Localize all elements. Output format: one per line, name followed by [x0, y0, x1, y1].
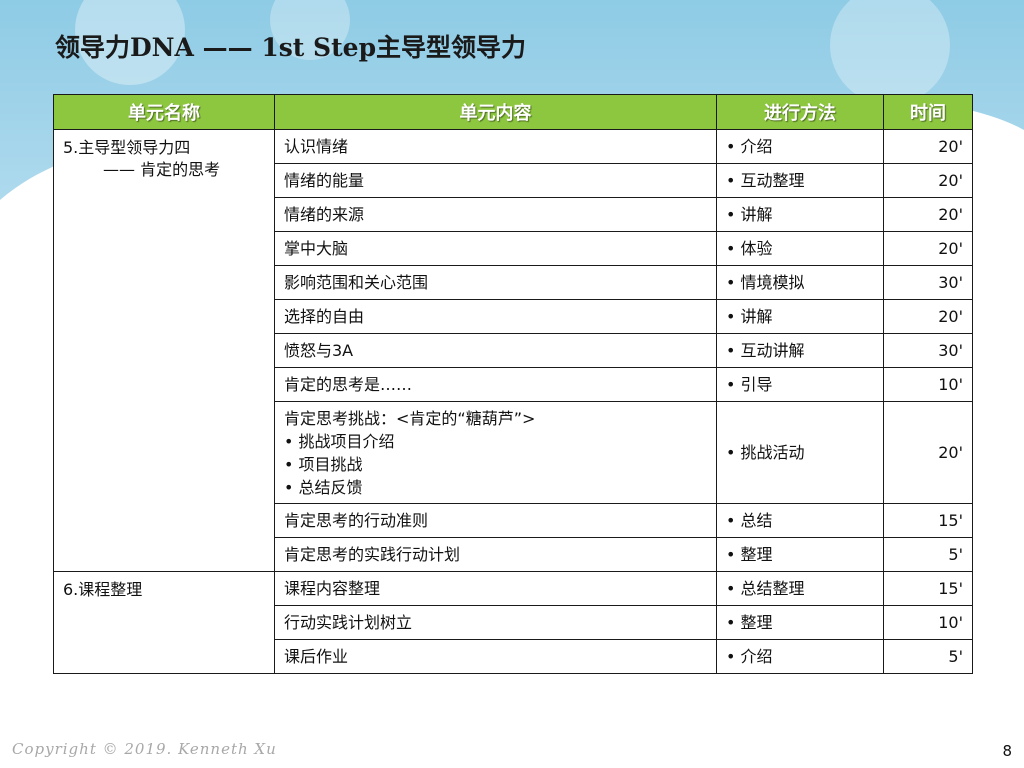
table-row: 肯定思考的行动准则 总结 15' [54, 503, 973, 538]
time-cell: 5' [883, 537, 973, 572]
time-cell: 30' [883, 333, 973, 368]
method-cell: 互动整理 [716, 163, 884, 198]
method-cell: 讲解 [716, 299, 884, 334]
method-cell: 挑战活动 [716, 401, 884, 504]
content-cell: 选择的自由 [274, 299, 717, 334]
column-header-method: 进行方法 [716, 94, 884, 130]
page-number: 8 [1002, 742, 1012, 760]
content-cell: 情绪的来源 [274, 197, 717, 232]
table-row: 情绪的能量 互动整理 20' [54, 163, 973, 198]
content-cell: 肯定思考的实践行动计划 [274, 537, 717, 572]
table-row: 愤怒与3A 互动讲解 30' [54, 333, 973, 368]
unit-name: 6.课程整理 [63, 580, 143, 599]
method-cell: 介绍 [716, 129, 884, 164]
content-cell: 影响范围和关心范围 [274, 265, 717, 300]
table-row: 肯定的思考是…… 引导 10' [54, 367, 973, 402]
method-cell: 体验 [716, 231, 884, 266]
method-cell: 总结整理 [716, 571, 884, 606]
time-cell: 20' [883, 197, 973, 232]
table-row: 肯定思考挑战：<肯定的“糖葫芦”> 挑战项目介绍 项目挑战 总结反馈 挑战活动 … [54, 401, 973, 504]
content-cell: 愤怒与3A [274, 333, 717, 368]
content-cell: 肯定的思考是…… [274, 367, 717, 402]
course-schedule-table: 单元名称 单元内容 进行方法 时间 5.主导型领导力四 —— 肯定的思考 认识情… [53, 94, 973, 674]
table-row: 行动实践计划树立 整理 10' [54, 605, 973, 640]
content-cell: 行动实践计划树立 [274, 605, 717, 640]
time-cell: 20' [883, 401, 973, 504]
unit-name: 5.主导型领导力四 [63, 138, 191, 157]
content-sub-item: 项目挑战 [284, 453, 707, 476]
time-cell: 30' [883, 265, 973, 300]
method-cell: 介绍 [716, 639, 884, 674]
table-row: 5.主导型领导力四 —— 肯定的思考 认识情绪 介绍 20' [53, 129, 973, 572]
slide-title: 领导力DNA —— 1st Step主导型领导力 [55, 33, 527, 62]
time-cell: 15' [883, 571, 973, 606]
column-header-unit-content: 单元内容 [274, 94, 717, 130]
content-heading: 肯定思考挑战：<肯定的“糖葫芦”> [284, 408, 536, 428]
column-header-time: 时间 [883, 94, 973, 130]
time-cell: 20' [883, 163, 973, 198]
unit-name-cell: 5.主导型领导力四 —— 肯定的思考 [53, 129, 275, 572]
content-cell: 情绪的能量 [274, 163, 717, 198]
column-header-unit-name: 单元名称 [53, 94, 275, 130]
content-sub-item: 总结反馈 [284, 476, 707, 499]
time-cell: 5' [883, 639, 973, 674]
table-header-row: 单元名称 单元内容 进行方法 时间 [53, 94, 973, 130]
time-cell: 20' [883, 231, 973, 266]
method-cell: 引导 [716, 367, 884, 402]
time-cell: 20' [883, 129, 973, 164]
method-cell: 情境模拟 [716, 265, 884, 300]
content-cell: 肯定思考挑战：<肯定的“糖葫芦”> 挑战项目介绍 项目挑战 总结反馈 [274, 401, 717, 504]
content-cell: 认识情绪 [274, 129, 717, 164]
unit-subtitle: —— 肯定的思考 [103, 160, 221, 179]
table-row: 影响范围和关心范围 情境模拟 30' [54, 265, 973, 300]
method-cell: 整理 [716, 537, 884, 572]
content-cell: 肯定思考的行动准则 [274, 503, 717, 538]
method-cell: 总结 [716, 503, 884, 538]
method-cell: 互动讲解 [716, 333, 884, 368]
time-cell: 10' [883, 367, 973, 402]
time-cell: 20' [883, 299, 973, 334]
time-cell: 15' [883, 503, 973, 538]
content-cell: 课后作业 [274, 639, 717, 674]
content-cell: 课程内容整理 [274, 571, 717, 606]
table-row: 6.课程整理 课程内容整理 总结整理 15' [53, 571, 973, 674]
table-row: 课后作业 介绍 5' [54, 639, 973, 674]
copyright-notice: Copyright © 2019. Kenneth Xu [12, 740, 277, 758]
method-cell: 讲解 [716, 197, 884, 232]
content-cell: 掌中大脑 [274, 231, 717, 266]
unit-name-cell: 6.课程整理 [53, 571, 275, 674]
content-sub-item: 挑战项目介绍 [284, 430, 707, 453]
table-row: 肯定思考的实践行动计划 整理 5' [54, 537, 973, 572]
method-cell: 整理 [716, 605, 884, 640]
time-cell: 10' [883, 605, 973, 640]
